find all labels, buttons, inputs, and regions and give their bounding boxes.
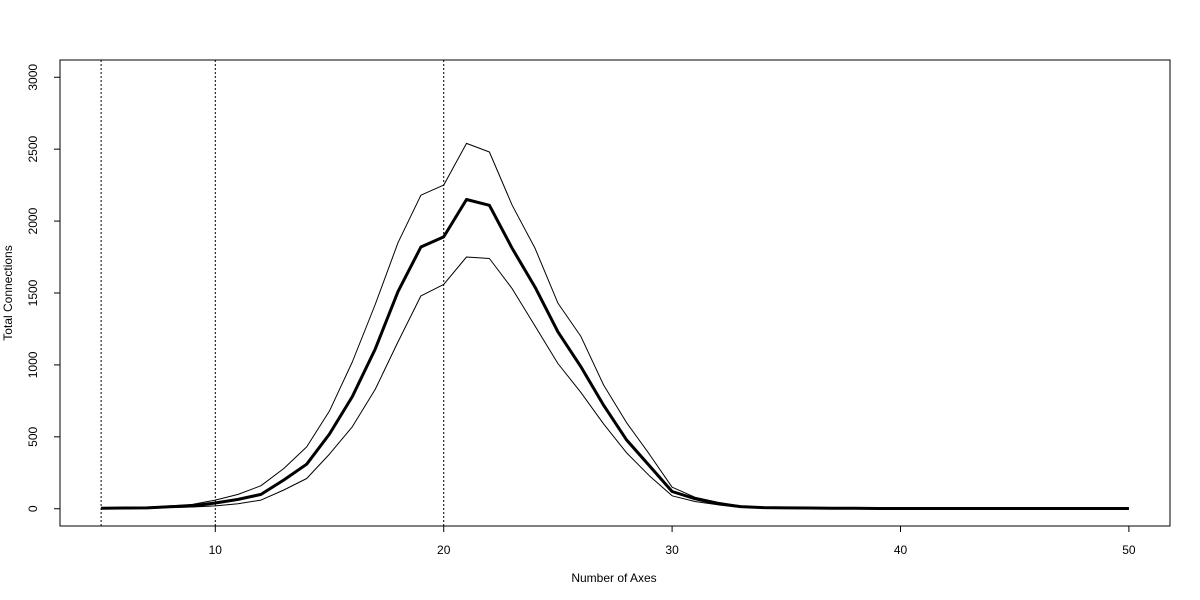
x-tick-label: 30: [665, 543, 679, 557]
y-axis-label: Total Connections: [1, 245, 15, 340]
series-line-upper: [101, 142, 1129, 509]
plot-frame: [59, 59, 1171, 527]
y-tick-label: 1000: [26, 351, 40, 378]
y-tick-label: 0: [26, 505, 40, 512]
x-tick-label: 50: [1122, 543, 1136, 557]
series-line-lower: [101, 256, 1129, 509]
x-tick-label: 40: [894, 543, 908, 557]
x-tick-label: 10: [209, 543, 223, 557]
y-axis: 0 500 1000 1500 2000 2500 3000: [26, 64, 61, 512]
series-line-mean: [101, 198, 1129, 510]
x-axis: 10 20 30 40 50: [209, 525, 1136, 557]
series-lines: [101, 142, 1129, 510]
x-tick-label: 20: [437, 543, 451, 557]
y-tick-label: 3000: [26, 64, 40, 91]
y-tick-label: 2500: [26, 136, 40, 163]
reference-lines: [100, 60, 445, 526]
y-tick-label: 2000: [26, 207, 40, 234]
y-tick-label: 1500: [26, 279, 40, 306]
x-axis-label: Number of Axes: [571, 571, 656, 585]
y-tick-label: 500: [26, 426, 40, 446]
